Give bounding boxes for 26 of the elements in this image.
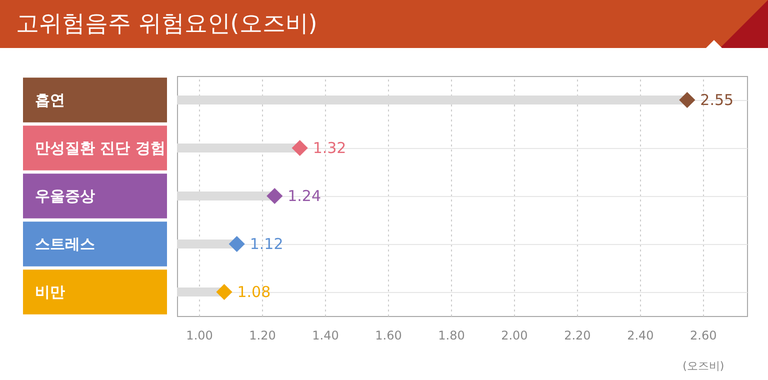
point	[216, 284, 232, 300]
x-tick-label: 2.60	[690, 328, 717, 342]
y-tick-label: 비만	[35, 283, 65, 301]
x-axis-title: (오즈비)	[682, 360, 724, 372]
x-tick-label: 1.60	[375, 328, 402, 342]
point	[266, 188, 283, 204]
chart-title: 고위험음주 위험요인(오즈비)	[16, 11, 318, 37]
data-label: 1.12	[250, 235, 284, 253]
y-tick-label: 만성질환 진단 경험	[35, 139, 166, 157]
x-tick-label: 2.20	[564, 328, 591, 342]
y-tick-label: 흡연	[35, 91, 65, 109]
x-tick-label: 1.40	[312, 328, 339, 342]
x-tick-label: 2.00	[501, 328, 528, 342]
data-label: 1.32	[312, 139, 346, 157]
data-label: 1.08	[237, 283, 271, 301]
data-label: 2.55	[700, 91, 734, 109]
x-tick-label: 1.00	[186, 328, 213, 342]
point	[679, 92, 696, 108]
x-tick-label: 1.80	[438, 328, 465, 342]
y-tick-label: 우울증상	[35, 187, 95, 205]
x-tick-label: 1.20	[249, 328, 276, 342]
y-tick-label: 스트레스	[35, 235, 95, 253]
data-label: 1.24	[288, 187, 322, 205]
point	[292, 140, 308, 156]
x-tick-label: 2.40	[627, 328, 654, 342]
point	[228, 236, 245, 252]
